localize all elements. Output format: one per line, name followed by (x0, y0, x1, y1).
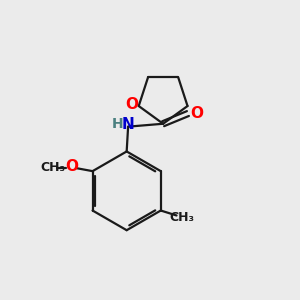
Text: H: H (112, 117, 124, 131)
Text: O: O (125, 97, 138, 112)
Text: N: N (122, 117, 134, 132)
Text: O: O (65, 159, 78, 174)
Text: CH₃: CH₃ (40, 160, 65, 174)
Text: O: O (190, 106, 203, 121)
Text: CH₃: CH₃ (169, 211, 194, 224)
